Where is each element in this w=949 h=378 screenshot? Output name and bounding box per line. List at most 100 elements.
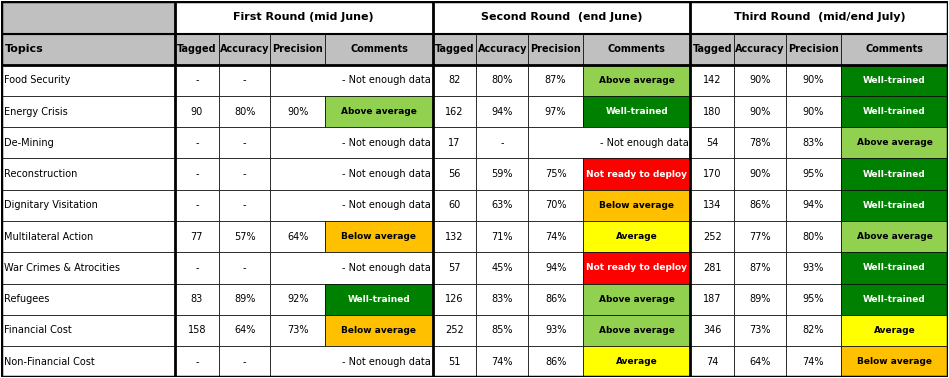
Bar — [583, 346, 691, 377]
Bar — [218, 127, 270, 158]
Text: Well-trained: Well-trained — [864, 295, 926, 304]
Bar — [270, 34, 326, 65]
Text: Food Security: Food Security — [5, 75, 71, 85]
Bar — [691, 284, 735, 315]
Text: 134: 134 — [703, 200, 721, 211]
Bar — [270, 65, 433, 96]
Text: Average: Average — [616, 357, 658, 366]
Text: 80%: 80% — [803, 232, 824, 242]
Bar — [218, 96, 270, 127]
Text: Not ready to deploy: Not ready to deploy — [586, 263, 687, 273]
Text: 89%: 89% — [750, 294, 771, 304]
Text: 64%: 64% — [750, 357, 771, 367]
Text: 63%: 63% — [492, 200, 513, 211]
Bar — [175, 284, 218, 315]
Text: 93%: 93% — [545, 325, 567, 335]
Bar — [529, 34, 583, 65]
Text: Well-trained: Well-trained — [864, 107, 926, 116]
Text: 73%: 73% — [287, 325, 308, 335]
Bar — [529, 315, 583, 346]
Text: -: - — [195, 169, 198, 179]
Bar — [1, 158, 175, 190]
Text: Dignitary Visitation: Dignitary Visitation — [5, 200, 99, 211]
Bar — [1, 127, 175, 158]
Text: 92%: 92% — [287, 294, 308, 304]
Text: 90%: 90% — [750, 169, 771, 179]
Text: -: - — [243, 200, 247, 211]
Bar — [841, 34, 948, 65]
Text: 80%: 80% — [492, 75, 513, 85]
Text: - Not enough data: - Not enough data — [342, 75, 431, 85]
Bar — [583, 65, 691, 96]
Bar — [529, 158, 583, 190]
Text: -: - — [243, 75, 247, 85]
Text: 45%: 45% — [492, 263, 513, 273]
Text: 82: 82 — [449, 75, 461, 85]
Text: 132: 132 — [445, 232, 464, 242]
Text: 142: 142 — [703, 75, 721, 85]
Bar — [583, 34, 691, 65]
Bar — [529, 284, 583, 315]
Bar — [1, 252, 175, 284]
Bar — [218, 252, 270, 284]
Bar — [476, 346, 529, 377]
Text: 180: 180 — [703, 107, 721, 116]
Bar — [476, 252, 529, 284]
Text: 74%: 74% — [545, 232, 567, 242]
Text: 162: 162 — [445, 107, 464, 116]
Bar — [529, 65, 583, 96]
Text: 187: 187 — [703, 294, 721, 304]
Bar — [583, 252, 691, 284]
Text: 75%: 75% — [545, 169, 567, 179]
Text: 71%: 71% — [492, 232, 513, 242]
Bar — [786, 346, 841, 377]
Text: Well-trained: Well-trained — [864, 76, 926, 85]
Text: -: - — [243, 357, 247, 367]
Bar — [691, 252, 735, 284]
Bar — [433, 346, 476, 377]
Bar — [270, 127, 433, 158]
Text: -: - — [243, 169, 247, 179]
Bar — [175, 346, 218, 377]
Bar — [583, 96, 691, 127]
Text: Non-Financial Cost: Non-Financial Cost — [5, 357, 95, 367]
Text: -: - — [195, 75, 198, 85]
Bar — [735, 34, 786, 65]
Bar — [735, 252, 786, 284]
Text: 64%: 64% — [288, 232, 308, 242]
Text: De-Mining: De-Mining — [5, 138, 54, 148]
Bar — [841, 221, 948, 252]
Text: Tagged: Tagged — [435, 44, 474, 54]
Bar — [476, 284, 529, 315]
Text: 90%: 90% — [750, 75, 771, 85]
Text: Below average: Below average — [857, 357, 932, 366]
Bar — [218, 34, 270, 65]
Text: Comments: Comments — [607, 44, 665, 54]
Bar — [326, 96, 433, 127]
Bar — [175, 221, 218, 252]
Bar — [735, 284, 786, 315]
Text: 86%: 86% — [545, 294, 567, 304]
Bar — [476, 158, 529, 190]
Bar — [175, 34, 218, 65]
Bar — [786, 190, 841, 221]
Bar — [529, 221, 583, 252]
Text: Well-trained: Well-trained — [864, 201, 926, 210]
Text: -: - — [195, 200, 198, 211]
Bar — [433, 158, 476, 190]
Text: -: - — [195, 357, 198, 367]
Bar — [270, 190, 433, 221]
Text: 90%: 90% — [750, 107, 771, 116]
Bar — [735, 221, 786, 252]
Text: -: - — [501, 138, 504, 148]
Bar — [735, 190, 786, 221]
Text: 90%: 90% — [803, 107, 824, 116]
Text: 57: 57 — [448, 263, 461, 273]
Bar — [529, 127, 691, 158]
Text: 97%: 97% — [545, 107, 567, 116]
Bar — [476, 65, 529, 96]
Bar — [529, 252, 583, 284]
Text: Tagged: Tagged — [693, 44, 733, 54]
Bar — [841, 158, 948, 190]
Bar — [433, 315, 476, 346]
